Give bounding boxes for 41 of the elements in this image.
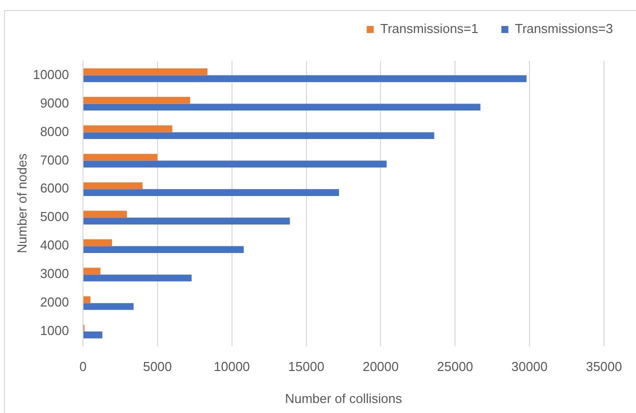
legend-label: Transmissions=3: [514, 21, 614, 36]
bar: [84, 96, 190, 104]
x-tick-label: 15000: [288, 359, 324, 374]
y-tick-label: 2000: [40, 294, 69, 310]
bar: [84, 189, 339, 196]
bar: [84, 75, 527, 82]
bar: [84, 239, 112, 246]
x-tick-label: 0: [79, 359, 87, 374]
y-tick-label: 5000: [40, 209, 69, 224]
x-tick-label: 25000: [437, 359, 474, 374]
x-tick-label: 35000: [586, 359, 622, 374]
bar: [84, 132, 434, 140]
bar: [84, 68, 208, 76]
y-tick-label: 1000: [40, 323, 69, 338]
y-axis-title: Number of nodes: [14, 153, 30, 254]
x-tick-label: 20000: [362, 359, 399, 374]
bar: [84, 182, 143, 190]
bar: [84, 125, 172, 132]
x-tick-label: 30000: [511, 359, 548, 374]
y-tick-label: 7000: [40, 152, 69, 168]
bar: [84, 154, 158, 161]
y-tick-label: 8000: [40, 124, 69, 139]
x-tick-label: 5000: [142, 359, 172, 374]
y-tick-label: 6000: [40, 180, 69, 196]
bar: [84, 210, 127, 218]
x-axis-title: Number of collisions: [284, 390, 402, 406]
y-tick-label: 10000: [32, 66, 69, 82]
y-tick-label: 9000: [40, 95, 69, 110]
bar: [84, 218, 290, 224]
x-tick-label: 10000: [214, 359, 250, 374]
bar: [84, 332, 102, 338]
y-tick-label: 3000: [40, 266, 69, 282]
bar: [84, 274, 192, 282]
bar: [84, 303, 134, 310]
bar: [84, 160, 387, 168]
y-tick-label: 4000: [40, 238, 69, 253]
bar: [84, 246, 244, 253]
legend-label: Transmissions=1: [380, 21, 478, 36]
bar: [84, 104, 480, 111]
bar: [84, 296, 90, 304]
bar: [84, 268, 100, 275]
